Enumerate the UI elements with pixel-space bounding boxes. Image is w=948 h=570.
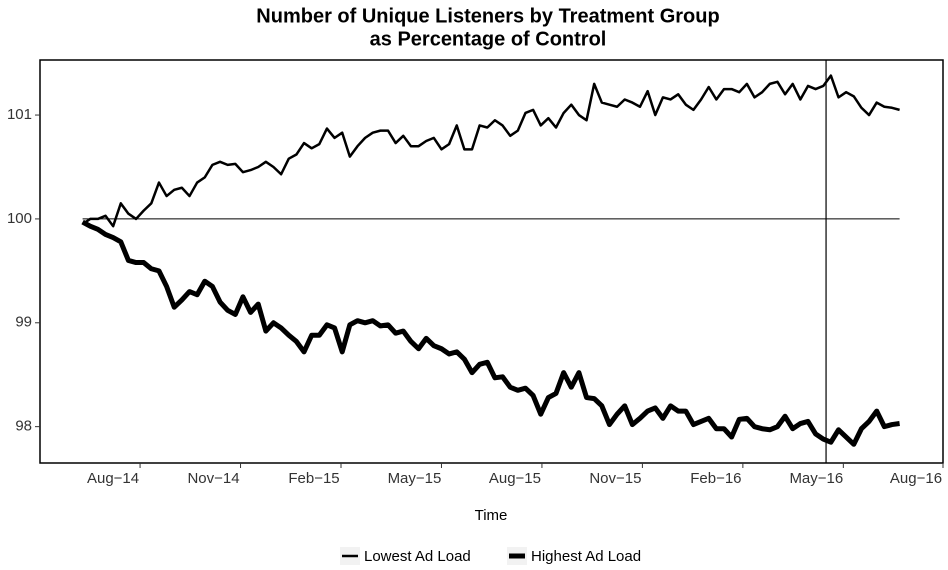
y-tick-label: 98 bbox=[15, 418, 32, 435]
chart-title: Number of Unique Listeners by Treatment … bbox=[256, 5, 719, 27]
y-tick-label: 99 bbox=[15, 314, 32, 331]
series-line bbox=[81, 74, 900, 228]
series-line bbox=[81, 219, 900, 447]
x-tick-label: May−15 bbox=[388, 470, 442, 487]
x-tick-label: Feb−15 bbox=[288, 470, 339, 487]
y-tick-label: 100 bbox=[7, 210, 32, 227]
plot-border bbox=[39, 59, 944, 464]
x-tick-label: Aug−14 bbox=[87, 470, 139, 487]
x-tick-label: Feb−16 bbox=[690, 470, 741, 487]
x-axis-label: Time bbox=[475, 507, 508, 524]
legend-label: Lowest Ad Load bbox=[364, 548, 471, 565]
x-tick-label: May−16 bbox=[789, 470, 843, 487]
y-tick-label: 101 bbox=[7, 106, 32, 123]
chart-title: as Percentage of Control bbox=[370, 28, 607, 50]
x-tick-label: Aug−15 bbox=[489, 470, 541, 487]
x-tick-label: Nov−15 bbox=[589, 470, 641, 487]
x-tick-label: Aug−16 bbox=[890, 470, 942, 487]
x-tick-label: Nov−14 bbox=[187, 470, 239, 487]
legend-label: Highest Ad Load bbox=[531, 548, 641, 565]
